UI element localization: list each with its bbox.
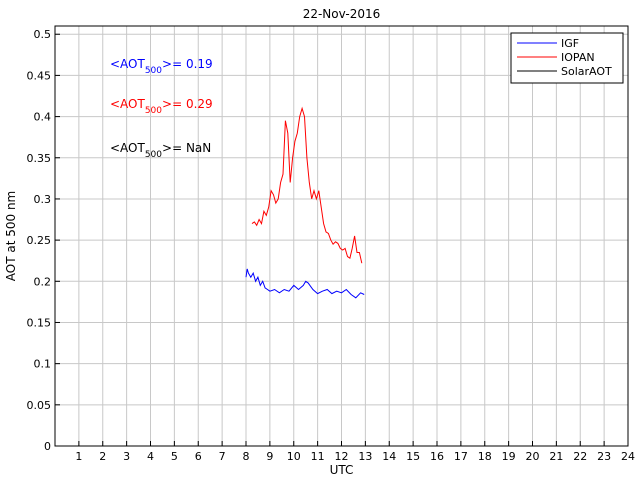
x-tick-label: 22 xyxy=(573,450,587,463)
x-tick-label: 9 xyxy=(266,450,273,463)
series-line-iopan xyxy=(251,106,363,264)
chart-title: 22-Nov-2016 xyxy=(303,7,381,21)
x-tick-label: 5 xyxy=(171,450,178,463)
y-tick-label: 0.15 xyxy=(27,316,52,329)
y-tick-label: 0.3 xyxy=(34,193,52,206)
y-axis-label: AOT at 500 nm xyxy=(4,191,18,281)
y-tick-label: 0.25 xyxy=(27,234,52,247)
y-tick-label: 0.45 xyxy=(27,69,52,82)
annotation-text: <AOT500>= 0.19 xyxy=(110,57,213,76)
x-tick-label: 21 xyxy=(549,450,563,463)
annotation-text: <AOT500>= NaN xyxy=(110,141,211,160)
x-tick-label: 1 xyxy=(75,450,82,463)
x-tick-label: 6 xyxy=(195,450,202,463)
y-tick-label: 0.4 xyxy=(34,111,52,124)
y-tick-label: 0.2 xyxy=(34,275,52,288)
series-line-igf xyxy=(245,268,365,299)
legend-label: IGF xyxy=(561,37,579,50)
y-tick-label: 0 xyxy=(44,440,51,453)
x-tick-label: 2 xyxy=(99,450,106,463)
x-tick-label: 4 xyxy=(147,450,154,463)
annotations: <AOT500>= 0.19 <AOT500>= 0.29 <AOT500>= Na… xyxy=(110,57,213,160)
x-tick-label: 11 xyxy=(311,450,325,463)
x-tick-label: 19 xyxy=(502,450,516,463)
legend-label: IOPAN xyxy=(561,51,595,64)
x-tick-label: 13 xyxy=(358,450,372,463)
y-tick-label: 0.1 xyxy=(34,358,52,371)
x-tick-label: 12 xyxy=(335,450,349,463)
x-tick-label: 24 xyxy=(621,450,635,463)
x-tick-label: 15 xyxy=(406,450,420,463)
x-axis-label: UTC xyxy=(330,463,354,477)
x-tick-label: 10 xyxy=(287,450,301,463)
x-tick-label: 3 xyxy=(123,450,130,463)
x-tick-label: 8 xyxy=(243,450,250,463)
ticks: 1 2 3 4 5 6 7 8 9 10 11 12 13 14 15 16 17 18 19 20 21 22 23 240… xyxy=(27,28,636,463)
legend-box xyxy=(510,32,624,84)
annotation-text: <AOT500>= 0.29 xyxy=(110,97,213,116)
legend-label: SolarAOT xyxy=(561,65,612,78)
x-tick-label: 16 xyxy=(430,450,444,463)
y-tick-label: 0.05 xyxy=(27,399,52,412)
grid xyxy=(55,26,629,447)
x-tick-label: 23 xyxy=(597,450,611,463)
x-tick-label: 18 xyxy=(478,450,492,463)
x-tick-label: 14 xyxy=(382,450,396,463)
x-tick-label: 20 xyxy=(526,450,540,463)
x-tick-label: 17 xyxy=(454,450,468,463)
y-tick-label: 0.5 xyxy=(34,28,52,41)
x-tick-label: 7 xyxy=(219,450,226,463)
series-layer xyxy=(245,106,365,299)
y-tick-label: 0.35 xyxy=(27,152,52,165)
